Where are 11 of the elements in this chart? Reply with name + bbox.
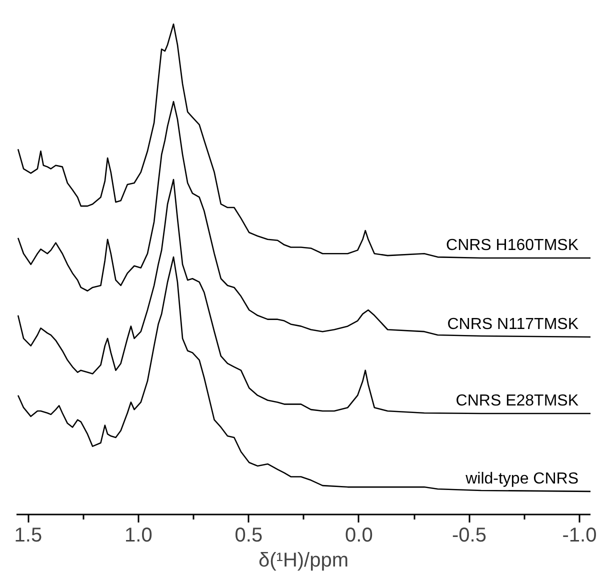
series-label: CNRS E28TMSK [456, 392, 579, 410]
x-tick-label: 0.0 [345, 524, 373, 546]
x-tick-label: 0.5 [234, 524, 263, 546]
x-tick-label: -0.5 [452, 524, 486, 546]
x-axis-title: δ(¹H)/ppm [258, 550, 349, 572]
x-tick-label: -1.0 [562, 524, 597, 546]
series-label: wild-type CNRS [464, 470, 579, 488]
x-tick-label: 1.0 [124, 524, 152, 546]
series-label: CNRS H160TMSK [446, 237, 579, 254]
x-tick-label: 1.5 [14, 524, 42, 546]
series-label: CNRS N117TMSK [447, 316, 579, 333]
